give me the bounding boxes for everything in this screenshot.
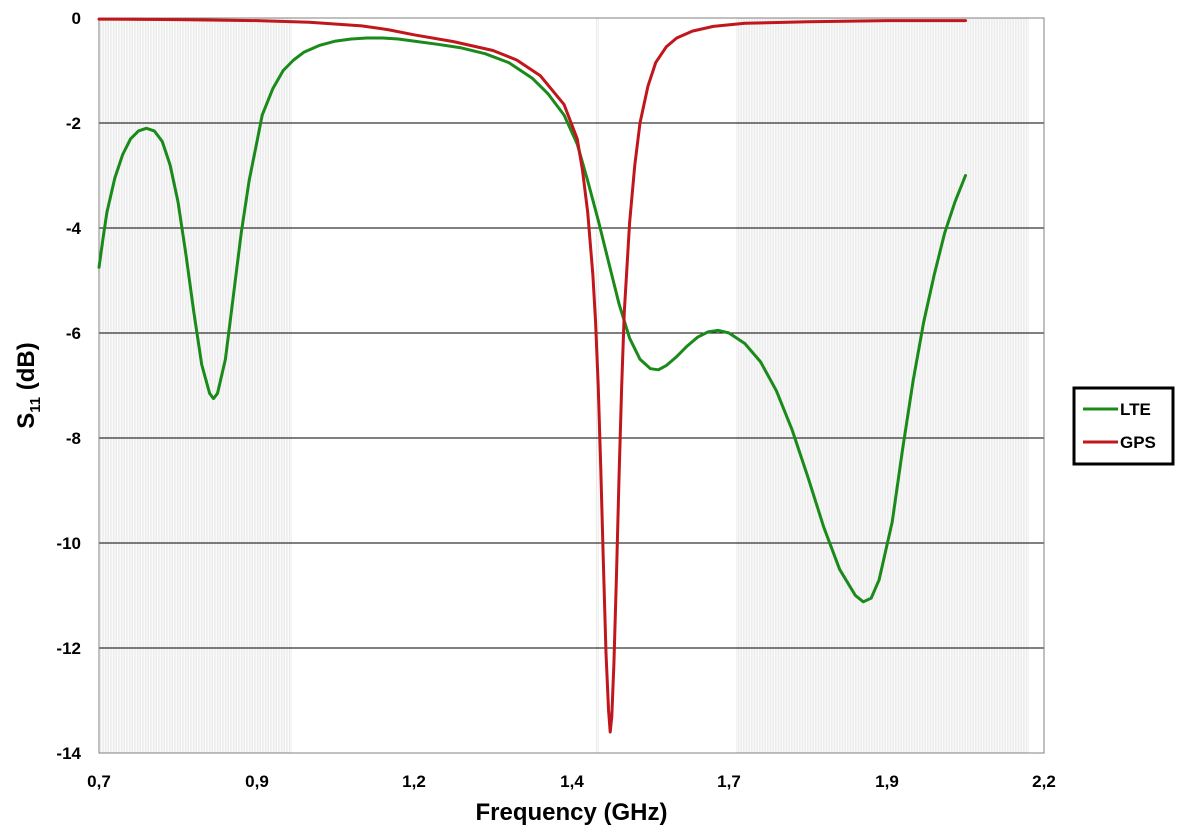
y-tick-label: -2 <box>66 114 81 133</box>
legend-label: GPS <box>1120 433 1156 452</box>
series-line-lte <box>97 36 967 604</box>
legend-label: LTE <box>1120 400 1151 419</box>
x-tick-label: 0,7 <box>87 772 111 791</box>
y-tick-label: -10 <box>56 534 81 553</box>
gridlines <box>99 122 1044 649</box>
legend-item-lte: LTE <box>1083 400 1151 419</box>
legend-box <box>1072 386 1175 466</box>
y-axis-title-main: S <box>13 413 40 429</box>
y-tick-label: -6 <box>66 324 81 343</box>
legend-items: LTE GPS <box>1083 400 1156 452</box>
y-tick-label: -4 <box>66 219 82 238</box>
legend: LTE GPS <box>1072 386 1175 466</box>
y-tick-label: -14 <box>56 744 81 763</box>
y-tick-label: -8 <box>66 429 81 448</box>
shaded-band-1 <box>98 18 292 753</box>
y-axis-title: S11 (dB) <box>13 342 44 429</box>
x-axis-title: Frequency (GHz) <box>475 799 667 826</box>
shaded-band-3 <box>736 18 1029 753</box>
y-tick-label: 0 <box>72 9 81 28</box>
y-axis-title-suffix: (dB) <box>13 342 40 397</box>
y-tick-label: -12 <box>56 639 81 658</box>
y-axis-title-subscript: 11 <box>27 397 44 413</box>
x-tick-label: 1,7 <box>717 772 741 791</box>
series-lines <box>97 17 967 734</box>
y-axis-tick-labels: 0 -2 -4 -6 -8 -10 -12 -14 <box>56 9 81 763</box>
plot-area-border <box>98 17 1045 754</box>
legend-item-gps: GPS <box>1083 433 1156 452</box>
x-axis-tick-labels: 0,7 0,9 1,2 1,4 1,7 1,9 2,2 <box>87 772 1056 791</box>
x-tick-label: 1,2 <box>402 772 426 791</box>
x-tick-label: 1,4 <box>560 772 584 791</box>
series-line-gps <box>97 17 967 734</box>
x-tick-label: 1,9 <box>875 772 899 791</box>
x-tick-label: 2,2 <box>1032 772 1056 791</box>
x-tick-label: 0,9 <box>245 772 269 791</box>
shaded-bands <box>98 18 1029 753</box>
